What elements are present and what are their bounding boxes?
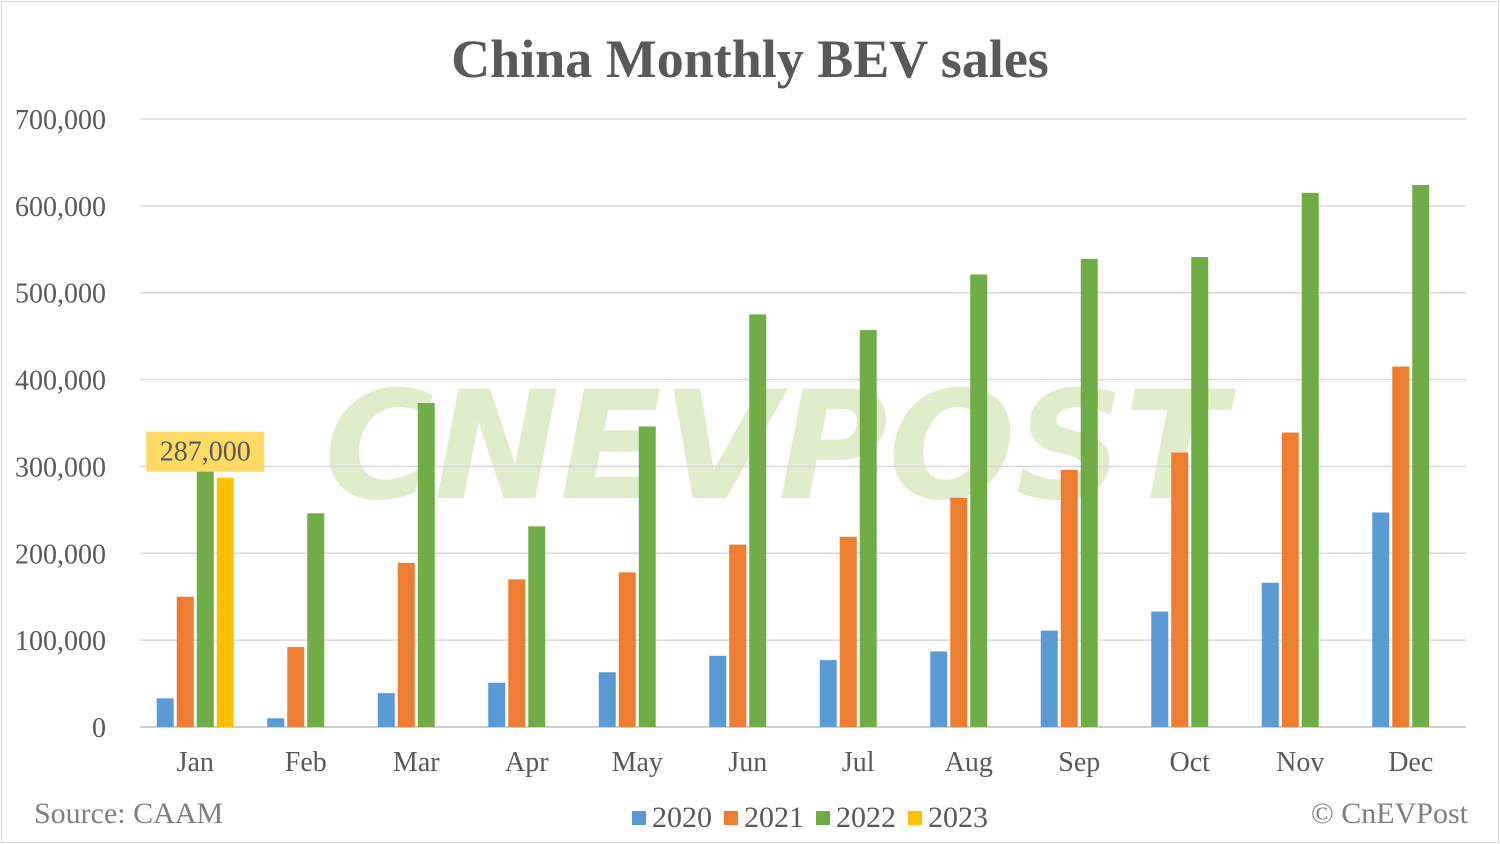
x-tick-label: Nov — [1276, 747, 1324, 778]
x-tick-label: Apr — [505, 747, 549, 778]
legend-label-2023: 2023 — [928, 801, 988, 834]
bar-2021-nov — [1281, 432, 1299, 727]
bar-2020-oct — [1151, 611, 1169, 727]
x-tick-label: Jul — [842, 747, 875, 778]
bar-2021-jan — [176, 596, 194, 727]
y-tick-label: 400,000 — [15, 366, 106, 397]
legend-label-2022: 2022 — [836, 801, 896, 834]
bar-2022-oct — [1191, 257, 1209, 727]
chart-title: China Monthly BEV sales — [451, 29, 1049, 89]
bar-2022-jul — [859, 330, 877, 727]
bar-2022-aug — [970, 274, 988, 727]
bar-2021-sep — [1060, 469, 1078, 727]
legend-swatch-2022 — [816, 811, 830, 825]
x-tick-label: Aug — [945, 747, 993, 778]
y-tick-label: 500,000 — [15, 279, 106, 310]
bar-2020-sep — [1040, 630, 1058, 727]
gridlines — [140, 118, 1466, 728]
data-label: 287,000 — [160, 437, 251, 468]
x-axis: Jan Feb Mar Apr May Jun Jul Aug Sep Oct Nov Dec — [177, 747, 1434, 778]
legend-item-2023: 2023 — [908, 801, 988, 835]
bar-2020-mar — [377, 693, 395, 727]
x-tick-label: Oct — [1170, 747, 1211, 778]
bar-2021-feb — [287, 647, 305, 727]
credit-note: © CnEVPost — [1311, 797, 1468, 830]
bar-2022-dec — [1412, 185, 1430, 728]
x-tick-label: Mar — [393, 747, 440, 778]
bars — [156, 185, 1430, 728]
bar-2021-may — [618, 572, 636, 727]
bar-2022-feb — [307, 513, 325, 727]
y-tick-label: 600,000 — [15, 192, 106, 223]
bar-2020-aug — [930, 651, 948, 727]
legend-swatch-2023 — [908, 811, 922, 825]
x-tick-label: Feb — [285, 747, 327, 778]
legend-item-2021: 2021 — [724, 801, 804, 835]
bar-2022-jun — [749, 314, 767, 727]
legend-item-2022: 2022 — [816, 801, 896, 835]
bar-2020-apr — [488, 682, 506, 727]
bar-2022-apr — [528, 526, 546, 727]
x-tick-label: May — [612, 747, 663, 778]
bar-2022-sep — [1080, 258, 1098, 727]
x-tick-label: Dec — [1388, 747, 1433, 778]
bar-2021-apr — [508, 579, 526, 727]
y-axis: 0 100,000 200,000 300,000 400,000 500,000 600,… — [15, 105, 106, 744]
legend-swatch-2020 — [632, 811, 646, 825]
bar-2022-mar — [417, 403, 435, 727]
bar-2020-feb — [267, 718, 285, 727]
x-tick-label: Jan — [177, 747, 214, 778]
x-tick-label: Jun — [728, 747, 767, 778]
bar-2021-oct — [1171, 452, 1189, 727]
bar-2020-jul — [819, 660, 837, 727]
source-note: Source: CAAM — [34, 797, 224, 830]
legend-label-2020: 2020 — [652, 801, 712, 834]
bar-2021-dec — [1392, 366, 1410, 727]
bar-2021-jul — [839, 536, 857, 727]
bar-2020-nov — [1261, 582, 1279, 727]
legend-item-2020: 2020 — [632, 801, 712, 835]
legend-swatch-2021 — [724, 811, 738, 825]
bar-2023-jan — [216, 477, 234, 727]
watermark: CNEVPOST — [324, 360, 1237, 534]
bar-2021-aug — [950, 497, 968, 727]
legend-label-2021: 2021 — [744, 801, 804, 834]
y-tick-label: 300,000 — [15, 452, 106, 483]
bar-2022-nov — [1301, 192, 1319, 728]
x-tick-label: Sep — [1058, 747, 1100, 778]
bar-2022-may — [638, 426, 656, 727]
bar-2020-jan — [156, 698, 174, 727]
data-label-box — [146, 431, 265, 472]
y-tick-label: 700,000 — [15, 105, 106, 136]
bar-2020-dec — [1372, 512, 1390, 727]
annotations: 287,000 — [146, 431, 265, 472]
y-tick-label: 0 — [92, 713, 106, 744]
bar-2020-jun — [709, 655, 727, 727]
bar-2022-jan — [196, 460, 214, 727]
bar-2021-mar — [397, 562, 415, 727]
bar-2021-jun — [729, 544, 747, 727]
y-tick-label: 200,000 — [15, 539, 106, 570]
legend: 2020 2021 2022 2023 — [632, 800, 1000, 836]
y-tick-label: 100,000 — [15, 626, 106, 657]
bar-2020-may — [598, 672, 616, 727]
